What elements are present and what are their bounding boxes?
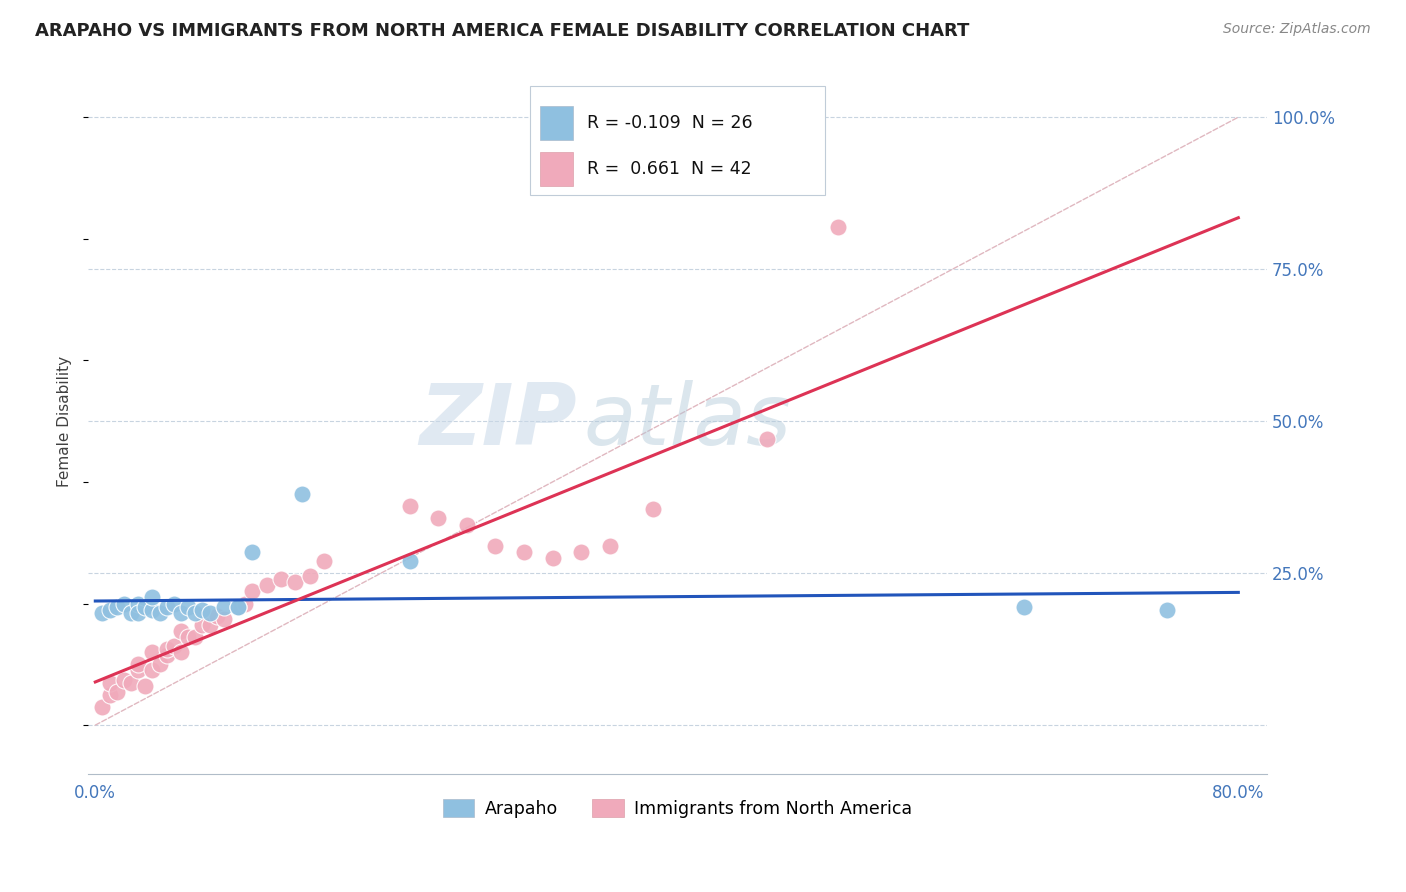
Point <box>270 572 292 586</box>
Point <box>170 606 193 620</box>
Point <box>105 599 128 614</box>
Point <box>156 648 179 663</box>
Point <box>177 630 200 644</box>
Point <box>98 688 121 702</box>
Point <box>177 599 200 614</box>
Point <box>242 545 264 559</box>
Text: ZIP: ZIP <box>420 380 578 463</box>
Point <box>163 597 186 611</box>
Point <box>120 675 142 690</box>
Point <box>149 657 172 672</box>
Point <box>170 645 193 659</box>
Point <box>141 664 163 678</box>
Point <box>141 591 163 605</box>
FancyBboxPatch shape <box>530 87 825 195</box>
Point <box>127 606 149 620</box>
Point <box>156 599 179 614</box>
Point <box>191 602 214 616</box>
Point <box>513 545 536 559</box>
Point <box>184 606 207 620</box>
Point <box>127 657 149 672</box>
Point <box>212 612 235 626</box>
Point <box>541 550 564 565</box>
Point <box>127 664 149 678</box>
FancyBboxPatch shape <box>540 106 572 140</box>
Point <box>242 584 264 599</box>
Point <box>312 554 335 568</box>
Point <box>198 606 221 620</box>
Text: R = -0.109  N = 26: R = -0.109 N = 26 <box>586 114 752 132</box>
Text: ARAPAHO VS IMMIGRANTS FROM NORTH AMERICA FEMALE DISABILITY CORRELATION CHART: ARAPAHO VS IMMIGRANTS FROM NORTH AMERICA… <box>35 22 970 40</box>
Point <box>98 602 121 616</box>
Point <box>91 606 114 620</box>
Point <box>398 554 420 568</box>
Point <box>298 569 321 583</box>
Point <box>134 599 156 614</box>
Point <box>226 599 249 614</box>
Point <box>226 599 249 614</box>
Point <box>198 617 221 632</box>
Point <box>256 578 278 592</box>
Text: Source: ZipAtlas.com: Source: ZipAtlas.com <box>1223 22 1371 37</box>
Point <box>156 642 179 657</box>
Point <box>398 500 420 514</box>
FancyBboxPatch shape <box>540 153 572 186</box>
Y-axis label: Female Disability: Female Disability <box>58 356 72 487</box>
Point <box>112 597 135 611</box>
Point <box>599 539 621 553</box>
Point <box>456 517 478 532</box>
Point <box>233 597 256 611</box>
Point <box>141 602 163 616</box>
Point <box>484 539 506 553</box>
Point <box>149 606 172 620</box>
Point <box>112 673 135 687</box>
Point <box>191 617 214 632</box>
Point <box>205 608 228 623</box>
Point <box>641 502 664 516</box>
Point <box>120 606 142 620</box>
Point <box>98 675 121 690</box>
Point <box>91 699 114 714</box>
Point <box>226 599 249 614</box>
Point <box>212 599 235 614</box>
Point <box>105 684 128 698</box>
Point <box>284 575 307 590</box>
Point <box>184 630 207 644</box>
Point <box>427 511 450 525</box>
Point <box>141 645 163 659</box>
Legend: Arapaho, Immigrants from North America: Arapaho, Immigrants from North America <box>436 792 920 825</box>
Point <box>170 624 193 638</box>
Point <box>1156 602 1178 616</box>
Text: atlas: atlas <box>583 380 792 463</box>
Point <box>827 219 849 234</box>
Point <box>163 639 186 653</box>
Point <box>755 433 778 447</box>
Text: R =  0.661  N = 42: R = 0.661 N = 42 <box>586 161 751 178</box>
Point <box>127 597 149 611</box>
Point <box>134 679 156 693</box>
Point <box>569 545 592 559</box>
Point <box>1012 599 1035 614</box>
Point <box>291 487 314 501</box>
